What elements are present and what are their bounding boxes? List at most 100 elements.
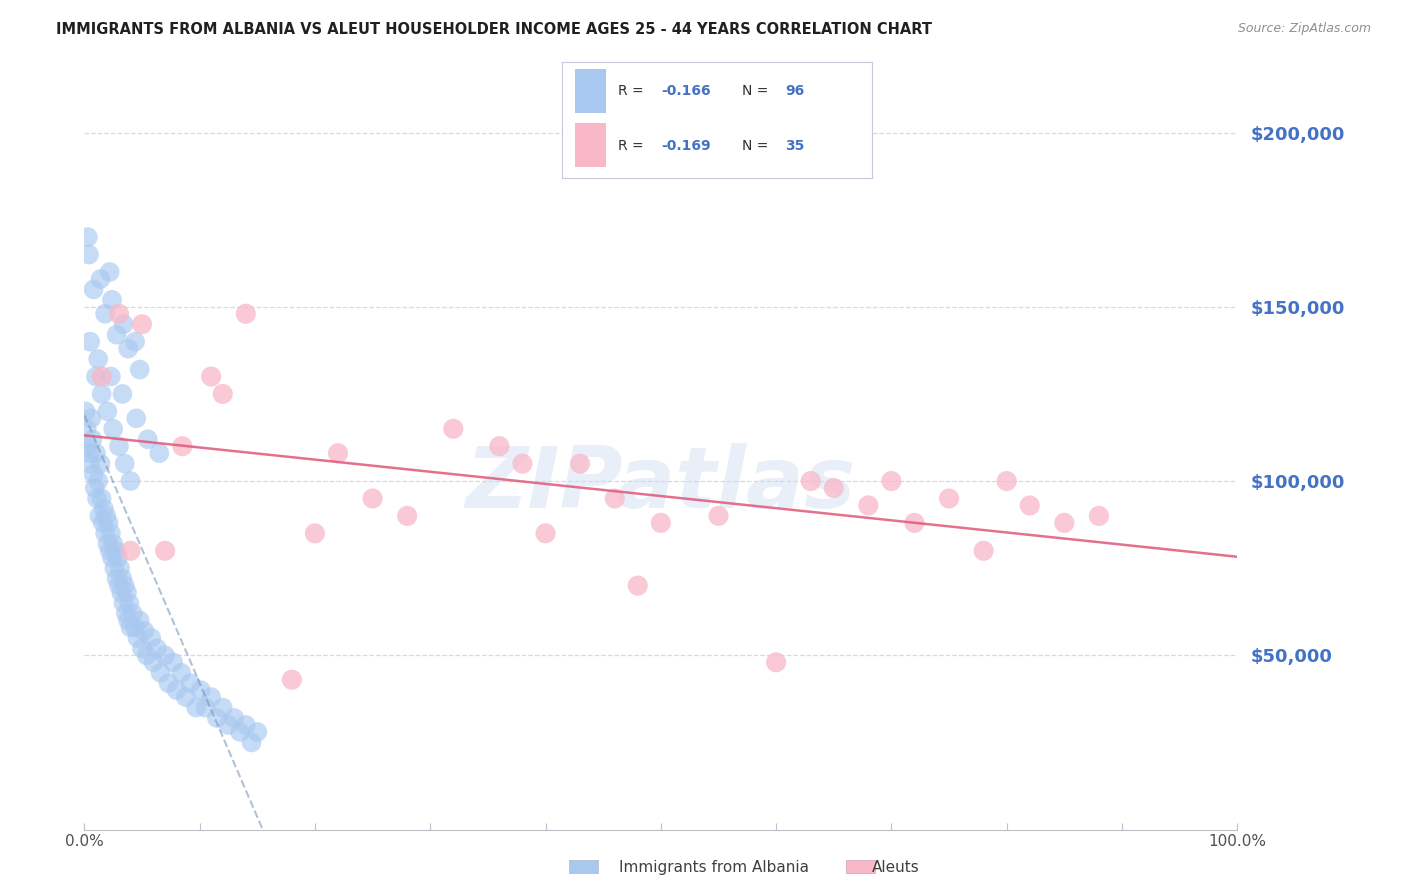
Point <box>627 579 650 593</box>
Point <box>142 655 165 669</box>
Point <box>211 700 233 714</box>
Point <box>94 307 117 321</box>
Point <box>108 579 131 593</box>
Point <box>77 446 100 460</box>
Point <box>77 247 100 261</box>
Point <box>603 491 626 506</box>
Point <box>172 439 194 453</box>
Point <box>82 432 104 446</box>
Point <box>111 387 134 401</box>
Point <box>127 631 149 645</box>
Point <box>96 508 118 523</box>
Point <box>103 422 124 436</box>
Point <box>108 439 131 453</box>
Point <box>229 725 252 739</box>
Point <box>170 665 193 680</box>
Point <box>98 543 121 558</box>
Text: Aleuts: Aleuts <box>872 860 920 874</box>
Point <box>396 508 419 523</box>
Point <box>96 404 118 418</box>
Point <box>1018 499 1040 513</box>
Text: 35: 35 <box>785 139 804 153</box>
Point <box>938 491 960 506</box>
Point <box>186 700 208 714</box>
Point <box>174 690 197 705</box>
Point <box>90 369 112 384</box>
Point <box>124 620 146 634</box>
Point <box>101 550 124 565</box>
Point <box>136 432 159 446</box>
Point <box>101 293 124 307</box>
Point <box>111 572 134 586</box>
Point <box>94 526 117 541</box>
Point <box>120 620 142 634</box>
Point <box>75 404 97 418</box>
Point <box>128 362 150 376</box>
Text: IMMIGRANTS FROM ALBANIA VS ALEUT HOUSEHOLDER INCOME AGES 25 - 44 YEARS CORRELATI: IMMIGRANTS FROM ALBANIA VS ALEUT HOUSEHO… <box>56 22 932 37</box>
Point <box>97 516 120 530</box>
Point <box>108 307 131 321</box>
Point <box>105 572 128 586</box>
Point <box>87 474 110 488</box>
Point <box>115 607 138 621</box>
Point <box>135 648 157 663</box>
Point <box>281 673 304 687</box>
Point <box>91 516 114 530</box>
Point <box>90 387 112 401</box>
Point <box>103 537 124 551</box>
Point <box>512 457 534 471</box>
Point <box>98 265 121 279</box>
Point <box>83 282 105 296</box>
Point <box>112 317 135 331</box>
Point <box>194 700 217 714</box>
Point <box>765 655 787 669</box>
Point <box>120 543 142 558</box>
Point <box>131 317 153 331</box>
Point <box>200 369 222 384</box>
Point <box>149 665 172 680</box>
Text: R =: R = <box>619 139 648 153</box>
Point <box>246 725 269 739</box>
Point <box>823 481 845 495</box>
Point <box>190 683 212 698</box>
Text: Source: ZipAtlas.com: Source: ZipAtlas.com <box>1237 22 1371 36</box>
FancyBboxPatch shape <box>569 860 598 873</box>
Point <box>441 422 464 436</box>
Point <box>707 508 730 523</box>
Point <box>120 474 142 488</box>
Point <box>224 711 246 725</box>
Text: N =: N = <box>742 139 772 153</box>
Point <box>84 446 107 460</box>
Point <box>162 655 184 669</box>
Point <box>488 439 510 453</box>
Point <box>534 526 557 541</box>
Point <box>903 516 925 530</box>
Point <box>157 676 180 690</box>
Point <box>153 648 176 663</box>
Point <box>858 499 880 513</box>
Point <box>112 596 135 610</box>
Point <box>100 526 122 541</box>
Point <box>200 690 222 705</box>
FancyBboxPatch shape <box>575 123 606 167</box>
Point <box>304 526 326 541</box>
Point <box>125 411 148 425</box>
Point <box>205 711 228 725</box>
Point <box>89 272 111 286</box>
Point <box>1088 508 1111 523</box>
Point <box>83 481 105 495</box>
Point <box>100 369 122 384</box>
Point <box>800 474 823 488</box>
Point <box>569 457 592 471</box>
Point <box>104 543 127 558</box>
Point <box>89 457 111 471</box>
Point <box>96 537 118 551</box>
Point <box>326 446 349 460</box>
Point <box>880 474 903 488</box>
Point <box>235 307 257 321</box>
Point <box>76 422 98 436</box>
Point <box>80 411 103 425</box>
Point <box>973 543 995 558</box>
Text: Immigrants from Albania: Immigrants from Albania <box>619 860 808 874</box>
Point <box>108 561 131 575</box>
